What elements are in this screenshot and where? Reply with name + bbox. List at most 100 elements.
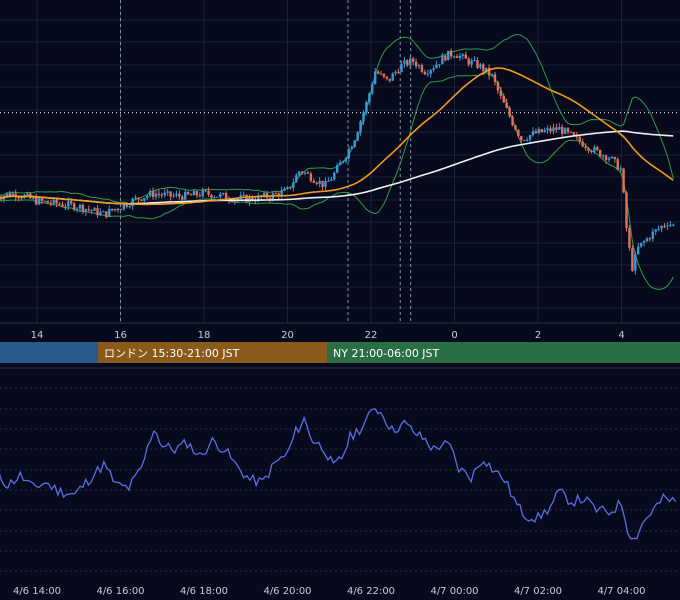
candle	[485, 67, 488, 72]
candle	[423, 71, 427, 75]
candle	[257, 195, 260, 202]
candle	[470, 60, 473, 65]
candle	[116, 209, 120, 211]
candle	[461, 54, 465, 56]
candle	[204, 190, 207, 192]
x-tick-label: 4/6 20:00	[263, 586, 311, 597]
candle	[546, 128, 549, 131]
candle	[467, 58, 470, 65]
top-x-axis: 14 16 18 20 22 0 2 4	[0, 322, 680, 341]
candle	[163, 192, 166, 196]
candle	[558, 126, 561, 130]
candle	[607, 158, 611, 160]
candle	[34, 197, 38, 205]
candle	[517, 130, 520, 137]
candle	[610, 156, 614, 159]
moving-averages	[0, 67, 674, 206]
candle	[110, 208, 114, 211]
candle	[540, 129, 543, 133]
candle	[306, 172, 310, 174]
candle	[604, 155, 608, 160]
candle	[289, 187, 292, 189]
candle	[140, 199, 143, 201]
candle	[511, 116, 514, 126]
candle	[429, 69, 432, 74]
candle	[473, 60, 476, 62]
candle	[531, 131, 535, 136]
candle	[341, 161, 345, 163]
candle	[438, 64, 441, 66]
candle	[128, 206, 131, 208]
x-tick-label: 16	[114, 330, 127, 341]
candle	[414, 61, 418, 67]
candle	[283, 188, 286, 191]
candle	[5, 193, 9, 197]
candle	[113, 209, 117, 211]
candle	[72, 203, 76, 210]
candle	[318, 180, 321, 184]
x-tick-label: 4/7 04:00	[597, 586, 645, 597]
candle	[651, 231, 655, 239]
candle	[648, 238, 652, 240]
candle	[622, 168, 625, 193]
candle	[166, 191, 169, 193]
candle	[32, 197, 35, 199]
candle	[411, 58, 415, 62]
candle	[26, 193, 29, 196]
candle	[297, 171, 301, 176]
candle	[426, 73, 429, 75]
session-label: ロンドン 15:30-21:00 JST	[104, 347, 240, 360]
candle	[99, 211, 102, 216]
candle	[508, 107, 511, 117]
candle	[327, 180, 330, 182]
candle	[172, 195, 175, 197]
candle	[148, 191, 152, 196]
candle	[482, 64, 485, 72]
candle	[634, 254, 637, 271]
candle	[146, 195, 149, 199]
candle	[525, 139, 529, 141]
candle	[435, 64, 438, 69]
candle	[321, 180, 324, 187]
candle	[479, 64, 482, 68]
x-tick-label: 20	[281, 330, 294, 341]
candle	[122, 203, 126, 210]
candle	[549, 128, 552, 132]
candle	[224, 193, 228, 200]
candle	[151, 191, 155, 197]
candle	[441, 55, 444, 65]
candle	[537, 129, 541, 134]
x-tick-label: 18	[198, 330, 211, 341]
candle	[417, 65, 421, 67]
candle	[251, 196, 254, 201]
candle	[587, 148, 590, 151]
candle	[382, 73, 386, 77]
candle	[49, 202, 52, 204]
candle	[499, 90, 503, 96]
candle	[458, 55, 462, 58]
candle	[58, 203, 61, 205]
candle	[578, 136, 581, 142]
candle	[309, 173, 313, 181]
candle	[175, 193, 178, 196]
candle	[11, 193, 14, 197]
candle	[280, 190, 283, 197]
candle	[119, 209, 123, 211]
candle	[362, 112, 365, 122]
candle	[134, 197, 137, 199]
candle	[555, 127, 558, 130]
candle	[105, 211, 108, 217]
candle	[84, 209, 88, 212]
session-bar: ロンドン 15:30-21:00 JST NY 21:00-06:00 JST	[0, 342, 680, 363]
candle	[303, 172, 307, 174]
candle	[432, 68, 435, 70]
candle	[268, 197, 272, 200]
candle	[81, 204, 85, 212]
candle	[672, 224, 675, 226]
candle	[262, 193, 266, 197]
session-segment	[0, 342, 98, 363]
candle	[356, 132, 359, 141]
candle	[277, 193, 280, 197]
candle	[371, 84, 374, 94]
